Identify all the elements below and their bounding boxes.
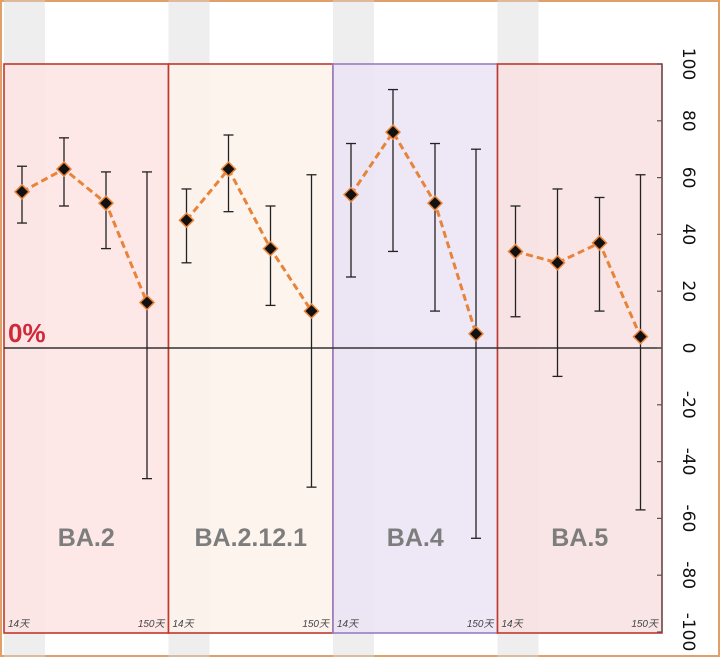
panel-title: BA.2.12.1: [194, 524, 307, 552]
panel-start-label: 14天: [8, 619, 30, 630]
data-point: [632, 328, 649, 345]
data-point: [178, 212, 195, 229]
panel-start-label: 14天: [337, 619, 359, 630]
y-tick-label: 80: [678, 110, 698, 132]
panel-start-label: 14天: [502, 619, 524, 630]
series-line: [515, 240, 642, 338]
data-point: [384, 124, 402, 141]
y-tick-label: 100: [678, 48, 698, 80]
data-point: [426, 195, 444, 212]
y-tick-label: -80: [678, 561, 698, 589]
data-point: [138, 294, 156, 311]
panel-title: BA.5: [551, 524, 608, 552]
data-point: [342, 186, 360, 203]
y-tick-label: 20: [678, 280, 698, 302]
data-point: [467, 325, 485, 342]
panel-end-label: 150天: [138, 619, 166, 630]
series-line: [349, 129, 478, 335]
data-point: [591, 234, 608, 251]
data-point: [97, 195, 115, 212]
y-tick-label: -40: [678, 448, 698, 476]
data-point: [507, 243, 524, 260]
panel-end-label: 150天: [467, 619, 495, 630]
data-point: [13, 183, 31, 200]
data-point: [303, 303, 320, 320]
data-point: [220, 161, 237, 178]
y-tick-label: 40: [678, 224, 698, 246]
y-tick-label: -20: [678, 391, 698, 419]
y-tick-label: -60: [678, 505, 698, 533]
y-tick-label: -100: [678, 613, 698, 652]
panel-title: BA.2: [58, 524, 115, 552]
panel-end-label: 150天: [631, 619, 659, 630]
panel-end-label: 150天: [302, 619, 330, 630]
y-tick-label: 60: [678, 167, 698, 189]
data-point: [55, 161, 73, 178]
panel-start-label: 14天: [173, 619, 195, 630]
series-line: [21, 167, 149, 304]
y-tick-label: 0: [678, 343, 698, 354]
data-point: [549, 254, 566, 271]
panel-title: BA.4: [387, 524, 444, 552]
data-point: [262, 240, 279, 257]
zero-percent-label: 0%: [8, 318, 46, 348]
series-line: [185, 166, 313, 312]
